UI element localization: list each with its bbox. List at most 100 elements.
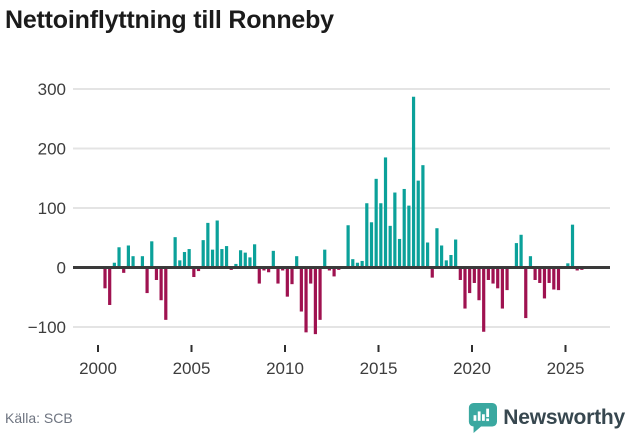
bar xyxy=(150,241,154,268)
source-note: Källa: SCB xyxy=(5,410,73,426)
bar xyxy=(248,257,252,268)
newsworthy-bubble-icon xyxy=(469,403,498,433)
bar xyxy=(313,267,317,335)
newsworthy-wordmark: Newsworthy xyxy=(503,406,625,429)
bar xyxy=(538,267,542,283)
bar xyxy=(257,267,261,284)
bar xyxy=(383,157,388,268)
bar xyxy=(421,165,425,268)
bar xyxy=(117,247,121,268)
bar xyxy=(533,267,537,280)
chart-title: Nettoinflyttning till Ronneby xyxy=(5,6,334,34)
bar xyxy=(290,267,294,285)
bar xyxy=(215,220,219,268)
bar xyxy=(454,239,458,268)
bar xyxy=(271,250,275,268)
bar xyxy=(360,260,364,268)
bar xyxy=(440,245,444,268)
bar xyxy=(411,96,416,268)
bar xyxy=(556,267,561,291)
x-axis-tick-label: 2015 xyxy=(360,359,398,378)
bar xyxy=(131,256,135,268)
bar xyxy=(570,224,575,268)
bar xyxy=(519,234,523,268)
y-axis-tick-label: 0 xyxy=(57,259,66,278)
bar xyxy=(210,249,215,268)
bar-chart-canvas: 300 200 100 0 −100 2000 2005 2010 2015 2020 2025 xyxy=(28,80,610,378)
bar xyxy=(304,267,308,333)
bar xyxy=(542,267,547,299)
bar xyxy=(346,225,350,268)
bar xyxy=(285,267,289,297)
bar xyxy=(164,267,168,320)
bar xyxy=(449,255,453,268)
bar xyxy=(552,267,556,290)
y-axis-tick-label: −100 xyxy=(28,318,66,337)
bar xyxy=(159,267,163,301)
bar xyxy=(444,260,448,268)
bar xyxy=(351,259,355,268)
bar xyxy=(192,267,196,278)
bar xyxy=(369,222,374,268)
bar xyxy=(482,267,486,332)
bar xyxy=(374,178,378,268)
bar xyxy=(393,192,397,268)
bar xyxy=(224,246,229,268)
bar xyxy=(178,260,182,268)
x-axis-tick-label: 2000 xyxy=(79,359,117,378)
bar xyxy=(458,267,462,280)
bar xyxy=(201,240,205,268)
bar xyxy=(500,267,504,309)
bar xyxy=(486,267,490,280)
bar xyxy=(355,262,360,268)
bar xyxy=(299,267,303,312)
bar xyxy=(468,267,472,294)
bar xyxy=(435,228,439,268)
bar xyxy=(253,244,257,268)
bar xyxy=(126,245,130,268)
bar xyxy=(425,242,430,268)
bar xyxy=(397,238,402,268)
bar xyxy=(505,267,509,291)
bar xyxy=(407,205,411,268)
y-axis-tick-label: 100 xyxy=(38,199,66,218)
bar xyxy=(309,267,313,284)
x-axis-tick-label: 2010 xyxy=(266,359,304,378)
bar xyxy=(196,267,201,272)
bar xyxy=(496,267,500,289)
bar xyxy=(472,267,476,283)
bar xyxy=(206,222,210,268)
bar xyxy=(154,267,159,280)
bar xyxy=(295,256,299,268)
x-axis-tick-label: 2020 xyxy=(453,359,491,378)
y-axis-tick-label: 300 xyxy=(38,80,66,99)
bar xyxy=(103,267,107,289)
bar xyxy=(528,256,533,268)
x-axis-tick-label: 2025 xyxy=(547,359,585,378)
bar xyxy=(491,267,495,284)
bar xyxy=(388,225,392,268)
bar xyxy=(365,203,369,268)
bar xyxy=(514,243,519,268)
bar xyxy=(220,249,224,268)
bar xyxy=(323,249,327,268)
bar xyxy=(524,267,528,319)
bar xyxy=(276,267,280,284)
y-axis-tick-label: 200 xyxy=(38,140,66,159)
bar xyxy=(140,256,145,268)
bar xyxy=(173,237,177,268)
bar xyxy=(416,180,420,268)
bar xyxy=(182,252,187,268)
bar xyxy=(145,267,149,294)
bar xyxy=(547,267,551,283)
bar xyxy=(187,249,191,268)
bar xyxy=(112,262,116,268)
newsworthy-logo[interactable]: Newsworthy xyxy=(467,401,625,435)
bar xyxy=(332,267,336,277)
bar xyxy=(318,267,322,320)
bar xyxy=(267,267,271,273)
bar xyxy=(402,188,406,268)
bar xyxy=(122,267,126,273)
x-axis-tick-label: 2005 xyxy=(173,359,211,378)
